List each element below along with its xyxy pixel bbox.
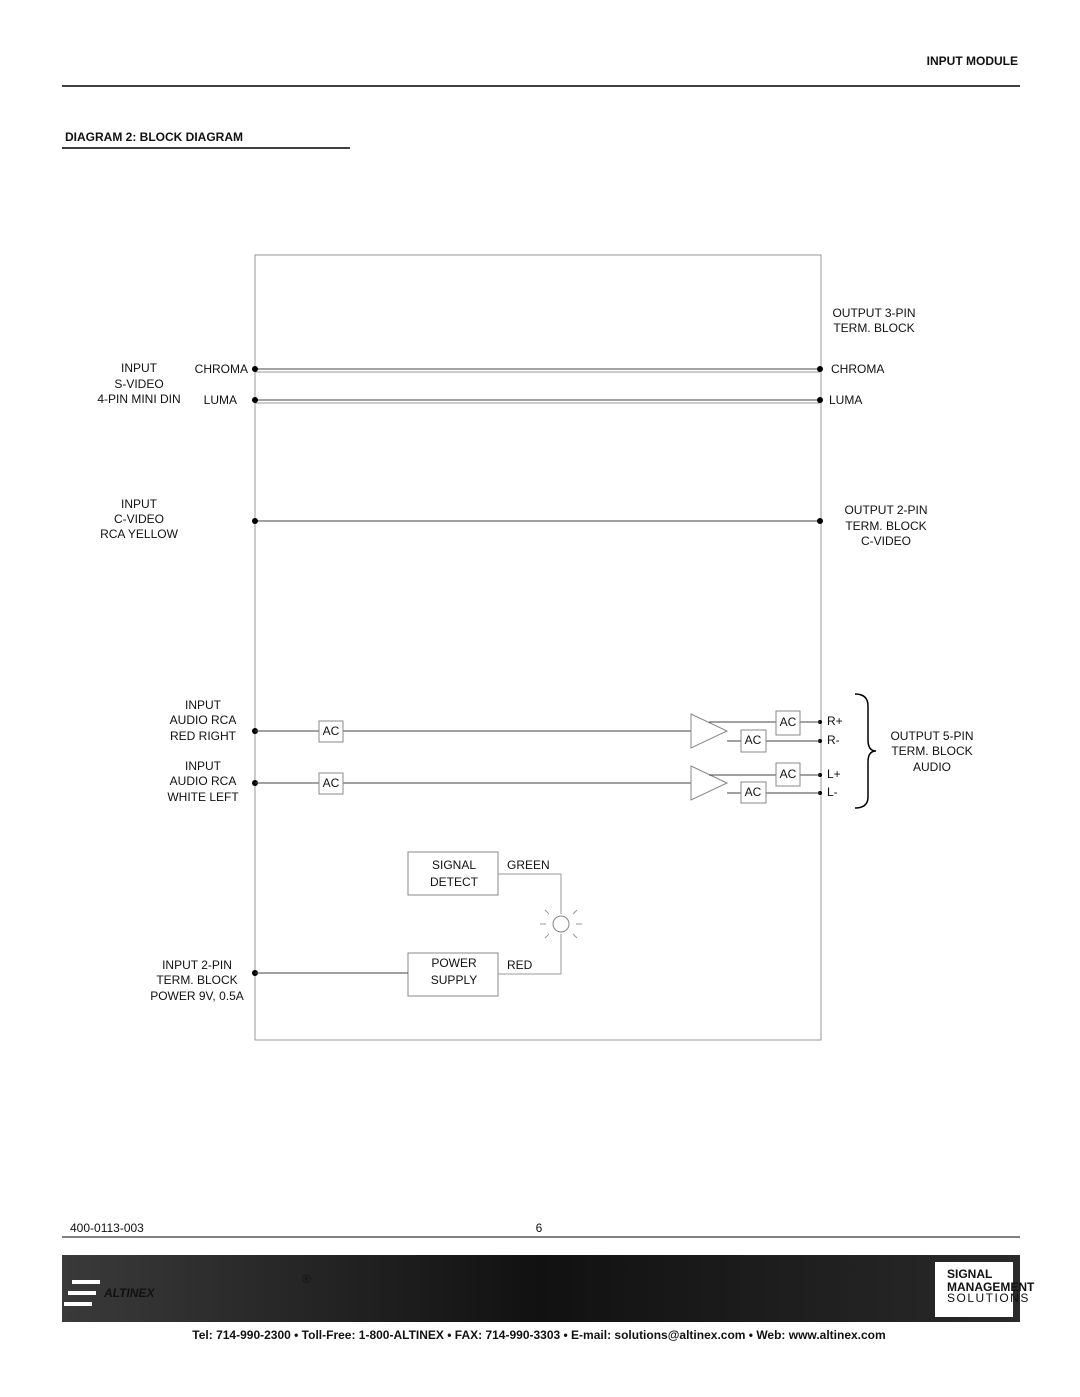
status-section	[255, 851, 582, 997]
logo-text: SOLUTIONS	[947, 1291, 1030, 1305]
diagram-shape	[690, 713, 729, 749]
coupling-label: AC	[745, 785, 762, 799]
input-label: INPUT 2-PIN	[162, 958, 232, 972]
diagram-shape	[540, 909, 582, 939]
input-label: INPUT	[185, 759, 222, 773]
terminal-dot	[552, 915, 570, 933]
input-label: RED RIGHT	[170, 729, 237, 743]
diagram-shape	[318, 720, 344, 743]
block-diagram	[252, 254, 877, 1041]
terminal-dot	[252, 366, 258, 372]
diagram-shape	[407, 952, 499, 997]
logo-text: MANAGEMENT	[947, 1280, 1035, 1294]
diagram-shape	[318, 772, 344, 795]
terminal-dot	[252, 518, 258, 524]
coupling-label: AC	[745, 733, 762, 747]
diagram-shape	[498, 873, 562, 914]
audio-path	[255, 693, 877, 809]
input-label: WHITE LEFT	[167, 790, 239, 804]
coupling-label: AC	[780, 715, 797, 729]
output-label: TERM. BLOCK	[845, 519, 926, 533]
input-label: INPUT	[185, 698, 222, 712]
diagram-shape	[572, 933, 578, 939]
pin-label: L-	[827, 785, 838, 799]
terminal-dot	[817, 397, 823, 403]
diagram-shape	[544, 909, 550, 915]
diagram-shape	[572, 909, 578, 915]
output-label: OUTPUT 5-PIN	[890, 729, 973, 743]
diagram-shape	[775, 710, 801, 736]
block-label: DETECT	[430, 875, 479, 889]
input-label: 4-PIN MINI DIN	[97, 392, 180, 406]
doc-number: 400-0113-003	[70, 1221, 144, 1235]
coupling-label: AC	[323, 776, 340, 790]
pin-label: R-	[827, 733, 840, 747]
terminals	[252, 366, 823, 976]
input-label: S-VIDEO	[114, 377, 163, 391]
module-box	[254, 254, 822, 1041]
page-title: INPUT MODULE	[927, 54, 1018, 68]
output-label: C-VIDEO	[861, 534, 911, 548]
block-label: SUPPLY	[431, 973, 477, 987]
diagram-shape	[407, 851, 499, 896]
signal-label: LUMA	[829, 393, 862, 407]
diagram-shape	[690, 765, 729, 801]
input-label: INPUT	[121, 497, 158, 511]
brand-name: ALTINEX	[103, 1286, 155, 1300]
input-label: TERM. BLOCK	[156, 973, 237, 987]
input-label: POWER 9V, 0.5A	[150, 989, 244, 1003]
signal-label: LUMA	[204, 393, 237, 407]
page-number: 6	[536, 1221, 543, 1235]
contact-line: Tel: 714-990-2300 • Toll-Free: 1-800-ALT…	[192, 1328, 885, 1342]
footer-band	[62, 1255, 1020, 1322]
output-label: TERM. BLOCK	[833, 321, 914, 335]
terminal-dot	[252, 397, 258, 403]
diagram-shape	[740, 729, 767, 753]
terminal-dot	[817, 518, 823, 524]
section-title: DIAGRAM 2: BLOCK DIAGRAM	[65, 130, 243, 144]
input-label: AUDIO RCA	[170, 713, 237, 727]
signal-label: CHROMA	[831, 362, 884, 376]
pin-label: L+	[827, 767, 841, 781]
brand-lines	[64, 1280, 100, 1306]
coupling-label: AC	[323, 724, 340, 738]
output-label: AUDIO	[913, 760, 951, 774]
pin-label: R+	[827, 714, 843, 728]
input-label: AUDIO RCA	[170, 774, 237, 788]
input-label: RCA YELLOW	[100, 527, 178, 541]
diagram-shape	[544, 933, 550, 939]
led-color-label: RED	[507, 958, 533, 972]
terminal-dot	[817, 366, 823, 372]
diagram-shape	[740, 781, 767, 804]
output-label: OUTPUT 3-PIN	[832, 306, 915, 320]
input-label: C-VIDEO	[114, 512, 164, 526]
coupling-label: AC	[780, 767, 797, 781]
block-label: POWER	[431, 956, 477, 970]
output-label: TERM. BLOCK	[891, 744, 972, 758]
block-label: SIGNAL	[432, 858, 476, 872]
diagram-shape	[775, 762, 801, 787]
diagram-shape	[498, 934, 562, 975]
input-label: INPUT	[121, 361, 158, 375]
registered-mark: ®	[302, 1272, 311, 1286]
signal-label: CHROMA	[195, 362, 248, 376]
led-color-label: GREEN	[507, 858, 550, 872]
logo-text: SIGNAL	[947, 1267, 992, 1281]
diagram-shape	[854, 693, 877, 809]
logo-box	[935, 1262, 1013, 1317]
output-label: OUTPUT 2-PIN	[844, 503, 927, 517]
